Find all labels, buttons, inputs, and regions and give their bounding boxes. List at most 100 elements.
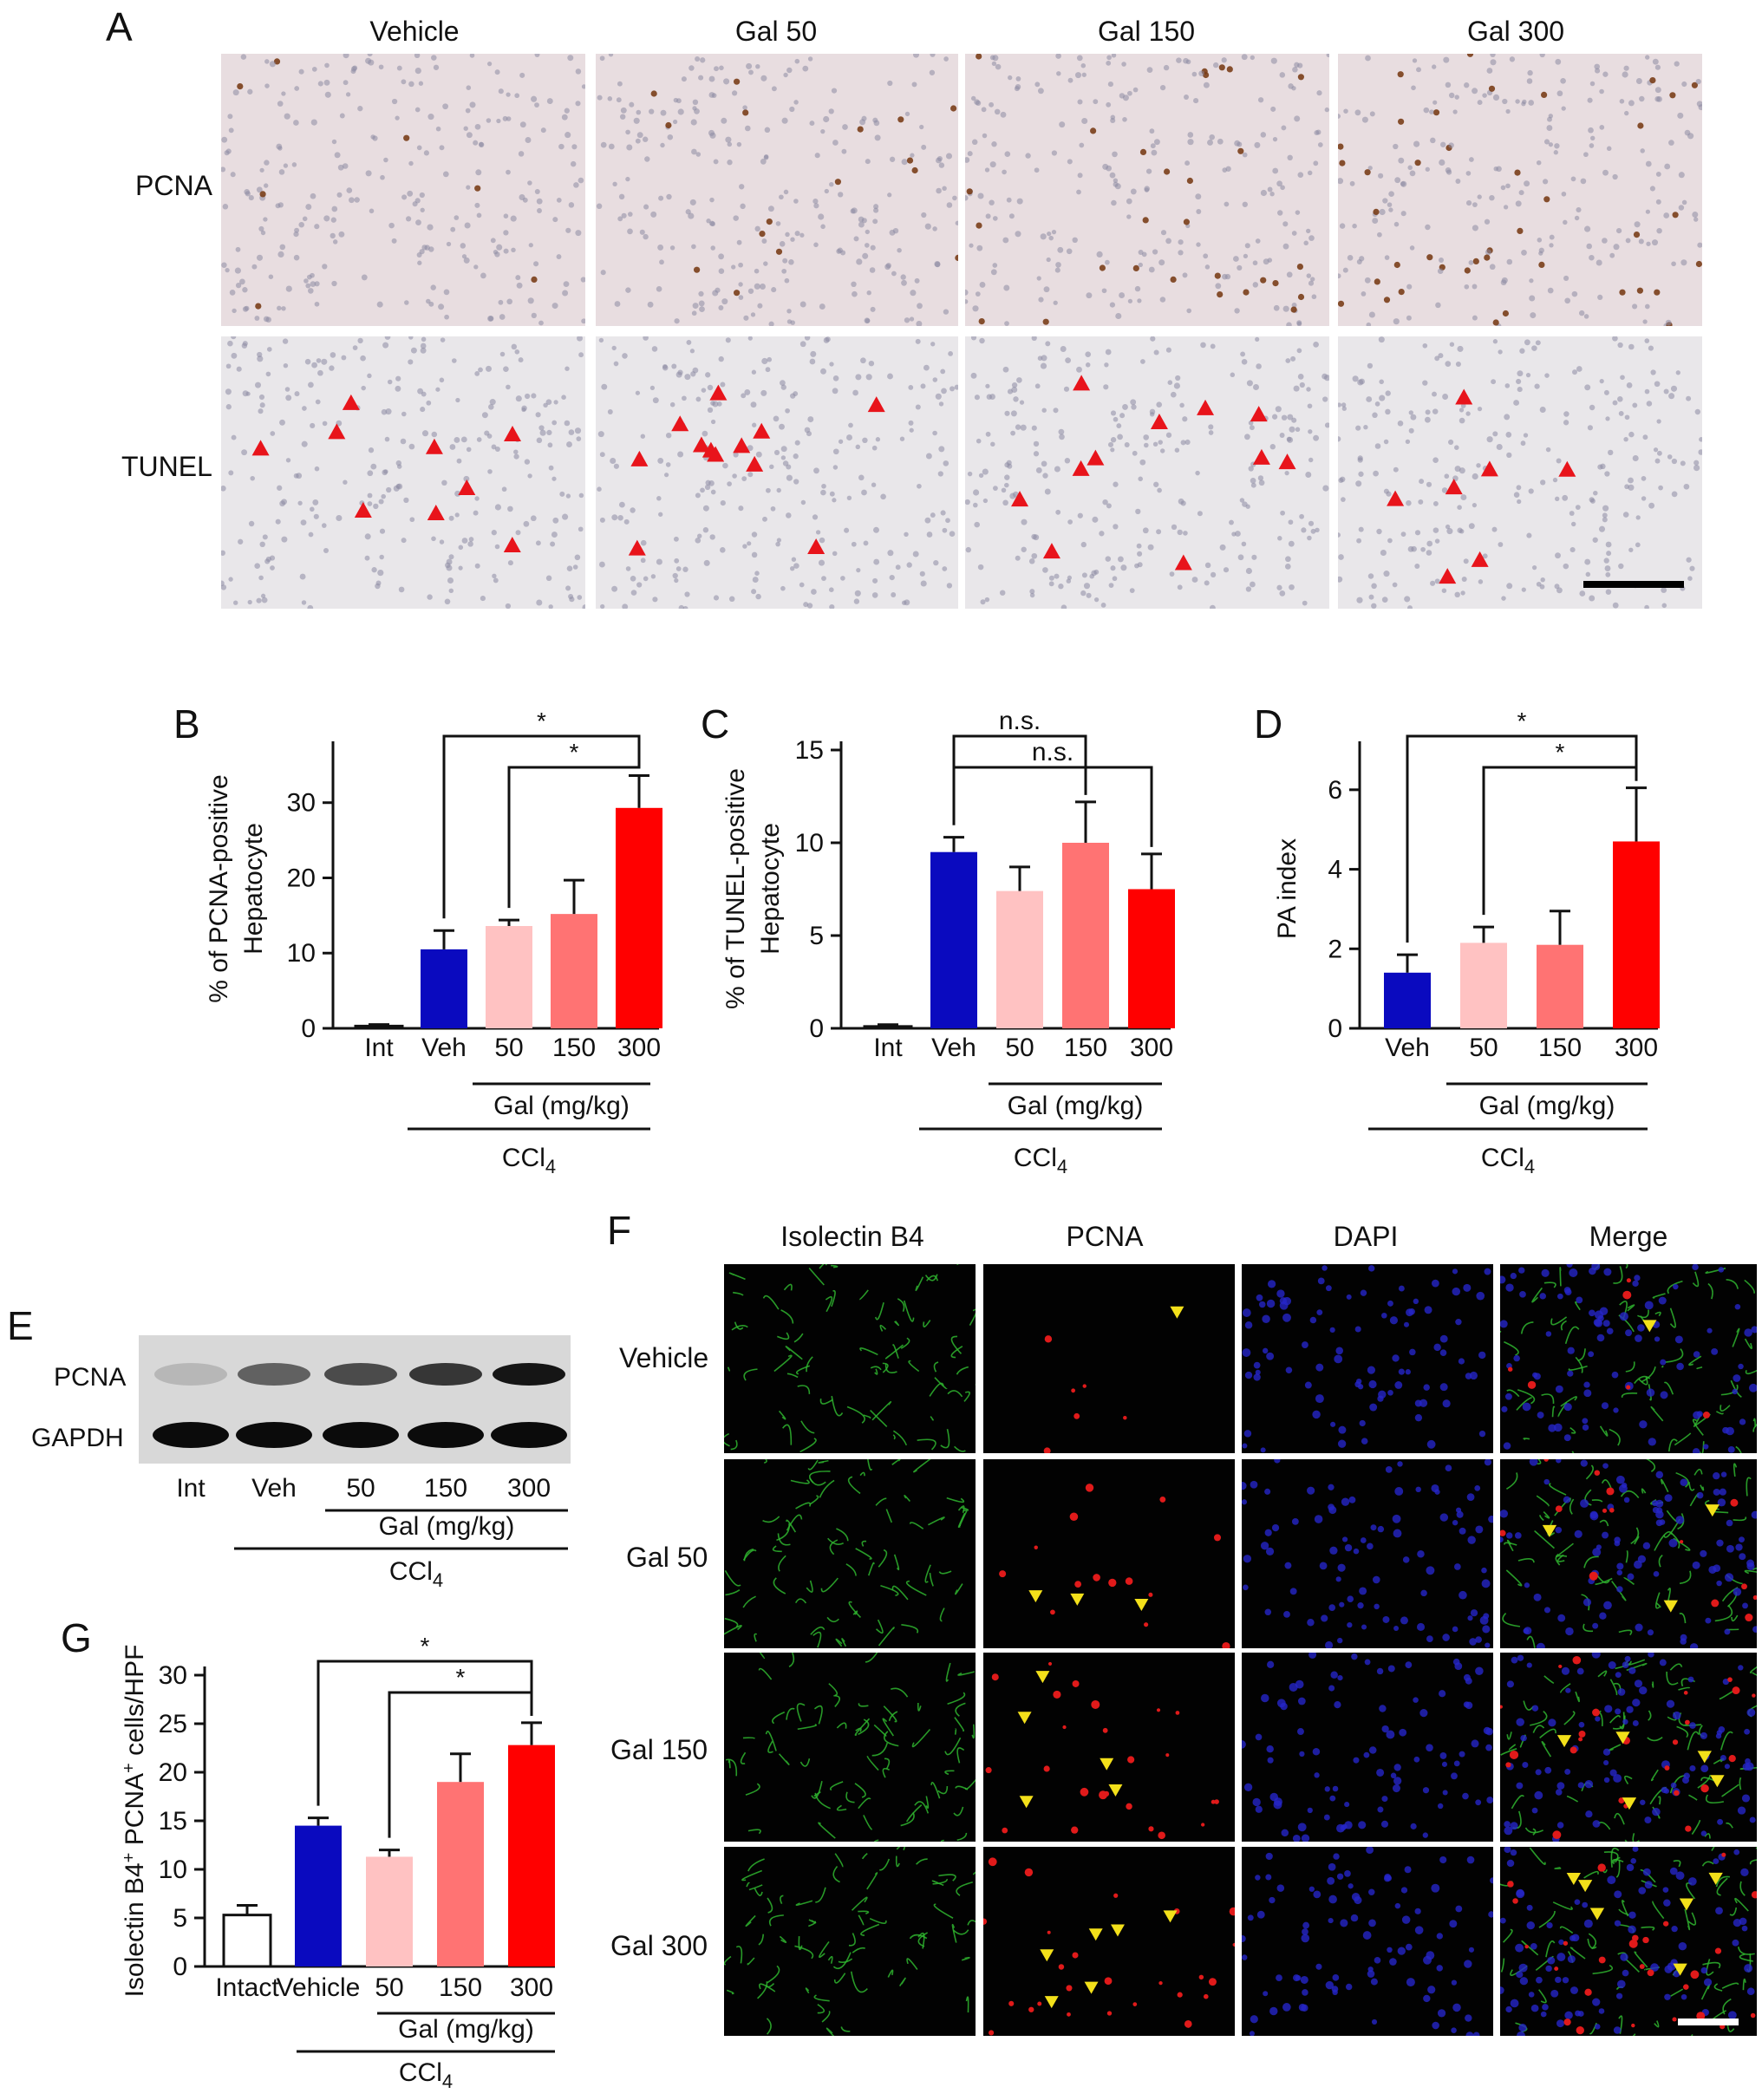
gal-group-label: Gal (mg/kg) bbox=[1479, 1092, 1615, 1120]
y-axis-label: % of PCNA-positive bbox=[205, 774, 233, 1002]
y-axis-label: PA index bbox=[1273, 838, 1302, 939]
pcna-arrow-marker bbox=[1163, 1910, 1178, 1923]
pcna-arrow-marker bbox=[1100, 1758, 1114, 1771]
y-tick-label: 5 bbox=[173, 1904, 187, 1933]
tissue-texture bbox=[221, 54, 585, 326]
isolectin-fluorescence-image-2 bbox=[724, 1459, 976, 1648]
bar bbox=[437, 1782, 484, 1966]
fluorescence-texture bbox=[1500, 1847, 1757, 2036]
tunel-arrow-marker bbox=[251, 440, 270, 456]
fluorescence-texture bbox=[724, 1653, 976, 1842]
gapdh-band bbox=[236, 1422, 312, 1448]
bar bbox=[930, 851, 977, 1028]
significance-label: n.s. bbox=[1032, 738, 1074, 766]
panel-letter-g: G bbox=[61, 1615, 92, 1660]
significance-bracket bbox=[507, 766, 641, 909]
category-label: 300 bbox=[617, 1034, 661, 1062]
fluorescence-texture bbox=[983, 1847, 1235, 2036]
panel-letter-b: B bbox=[173, 701, 200, 747]
tunel-arrow-marker bbox=[1174, 554, 1192, 571]
isolectin-fluorescence-image-4 bbox=[724, 1847, 976, 2036]
tunel-arrow-marker bbox=[1073, 375, 1091, 391]
y-tick-label: 0 bbox=[809, 1014, 824, 1043]
pcna-arrow-marker bbox=[1028, 1590, 1043, 1603]
category-label: Veh bbox=[931, 1034, 976, 1062]
panel-f-col-merge: Merge bbox=[1589, 1221, 1668, 1252]
merge-fluorescence-image-4 bbox=[1500, 1847, 1757, 2036]
tunel-ihc-image-3 bbox=[965, 336, 1329, 609]
tunel-arrow-marker bbox=[707, 446, 725, 462]
blot-row-gapdh: GAPDH bbox=[31, 1424, 124, 1452]
tunel-arrow-marker bbox=[1387, 490, 1405, 506]
pcna-arrow-marker bbox=[1110, 1924, 1125, 1937]
panel-letter-a: A bbox=[106, 4, 133, 49]
bar bbox=[1062, 843, 1109, 1028]
pcna-ihc-image-3 bbox=[965, 54, 1329, 326]
tissue-texture bbox=[1338, 54, 1702, 326]
isolectin-fluorescence-image-1 bbox=[724, 1264, 976, 1453]
ccl4-group-label: CCl4 bbox=[502, 1144, 556, 1177]
tunel-ihc-image-4 bbox=[1338, 336, 1702, 609]
pcna-arrow-marker bbox=[1697, 1751, 1712, 1764]
tunel-arrow-marker bbox=[1455, 388, 1473, 405]
fluorescence-texture bbox=[983, 1459, 1235, 1648]
blot-lane-label: 150 bbox=[424, 1474, 467, 1503]
category-label: Int bbox=[364, 1034, 394, 1062]
significance-label: * bbox=[1556, 739, 1565, 766]
bar bbox=[616, 807, 662, 1028]
bar bbox=[1537, 944, 1583, 1028]
panel-a-col-vehicle: Vehicle bbox=[369, 16, 460, 47]
tunel-arrow-marker bbox=[458, 479, 476, 495]
tissue-texture bbox=[1338, 336, 1702, 609]
panel-f-row-gal50: Gal 50 bbox=[626, 1542, 708, 1573]
tunel-arrow-marker bbox=[1250, 406, 1268, 422]
fluorescence-texture bbox=[724, 1847, 976, 2036]
category-label: 50 bbox=[494, 1034, 523, 1062]
significance-label: * bbox=[537, 708, 546, 734]
pcna-band bbox=[238, 1363, 310, 1386]
tunel-arrow-marker bbox=[628, 539, 646, 556]
tunel-arrow-marker bbox=[342, 394, 360, 410]
tunel-ihc-image-1 bbox=[221, 336, 585, 609]
pcna-arrow-marker bbox=[1705, 1504, 1720, 1517]
tissue-texture bbox=[596, 54, 958, 326]
significance-bracket bbox=[952, 734, 1087, 825]
bar bbox=[863, 1025, 913, 1030]
tunel-arrow-marker bbox=[1087, 449, 1105, 466]
fluorescence-texture bbox=[1500, 1459, 1757, 1648]
gal-group-label: Gal (mg/kg) bbox=[493, 1092, 630, 1120]
tunel-arrow-marker bbox=[1072, 460, 1090, 476]
pcna-arrow-marker bbox=[1710, 1775, 1725, 1788]
y-tick-label: 6 bbox=[1328, 776, 1342, 805]
category-label: 300 bbox=[1615, 1034, 1658, 1062]
fluorescence-texture bbox=[1500, 1264, 1757, 1453]
category-label: 300 bbox=[1130, 1034, 1173, 1062]
y-axis-label: % of TUNEL-positive bbox=[721, 768, 750, 1009]
y-axis-label: Isolectin B4+ PCNA+ cells/HPF bbox=[120, 1645, 149, 1998]
pcna-arrow-marker bbox=[1170, 1306, 1184, 1319]
pcna-arrow-marker bbox=[1070, 1593, 1085, 1606]
pcna-arrow-marker bbox=[1708, 1872, 1723, 1885]
tunel-arrow-marker bbox=[1445, 479, 1463, 495]
tunel-arrow-marker bbox=[328, 423, 346, 440]
blot-lane-label: 50 bbox=[346, 1474, 375, 1503]
pcna-arrow-marker bbox=[1542, 1524, 1557, 1537]
tissue-texture bbox=[965, 54, 1329, 326]
significance-bracket bbox=[1482, 766, 1638, 916]
category-label: Int bbox=[873, 1034, 903, 1062]
panel-a-col-gal300: Gal 300 bbox=[1466, 16, 1565, 47]
bar bbox=[1128, 889, 1175, 1028]
panel-f-col-pcna: PCNA bbox=[1066, 1221, 1144, 1252]
fluorescence-texture bbox=[1242, 1264, 1493, 1453]
y-tick-label: 20 bbox=[159, 1758, 187, 1787]
tunel-arrow-marker bbox=[427, 505, 445, 521]
y-tick-label: 15 bbox=[795, 736, 824, 765]
tunel-arrow-marker bbox=[1011, 491, 1029, 507]
tunel-arrow-marker bbox=[503, 425, 521, 441]
scale-bar-f bbox=[1678, 2018, 1739, 2025]
gal-group-label: Gal (mg/kg) bbox=[379, 1512, 515, 1541]
blot-row-pcna: PCNA bbox=[54, 1363, 127, 1392]
significance-bracket bbox=[317, 1660, 533, 1806]
category-label: Intact bbox=[215, 1973, 279, 2002]
tunel-arrow-marker bbox=[733, 437, 751, 453]
